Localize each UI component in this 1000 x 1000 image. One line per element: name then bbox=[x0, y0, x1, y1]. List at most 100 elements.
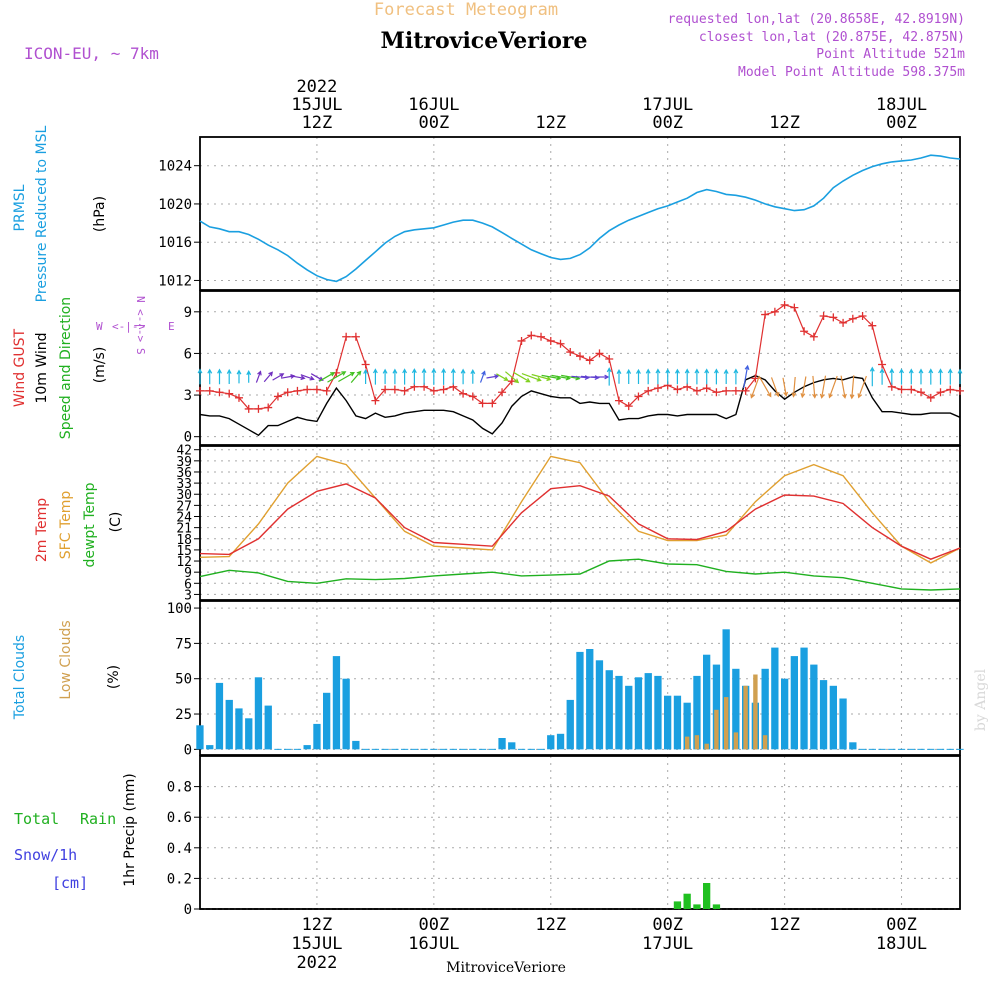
cloud-unit: (%) bbox=[106, 665, 122, 689]
total-cloud-bar bbox=[245, 718, 253, 750]
low-cloud-bar bbox=[743, 685, 748, 750]
rain-bar bbox=[693, 904, 701, 909]
wind-direction-arrow bbox=[828, 375, 838, 399]
y-tick-label: 33 bbox=[176, 477, 192, 492]
wind-direction-arrow bbox=[879, 368, 885, 385]
wind-label-gust: Wind GUST bbox=[12, 328, 28, 407]
gust-marker bbox=[897, 385, 906, 394]
gust-marker bbox=[605, 354, 614, 363]
rain-bar bbox=[703, 883, 711, 909]
sfc-temp-line bbox=[199, 455, 961, 564]
wind-direction-arrow bbox=[236, 369, 242, 384]
wind-direction-arrow bbox=[505, 371, 520, 384]
pressure-label-1: PRMSL bbox=[12, 184, 28, 231]
cloud-labels: Total Clouds Low Clouds (%) bbox=[12, 620, 122, 720]
wind-direction-arrow bbox=[800, 376, 807, 399]
gust-marker bbox=[283, 388, 292, 397]
wind-direction-arrow bbox=[791, 376, 797, 398]
wind-direction-arrow bbox=[635, 368, 641, 384]
wind-panel: 0 3 6 9 bbox=[184, 290, 961, 446]
top-time-label: 12Z bbox=[769, 113, 800, 133]
temp-label-2m: 2m Temp bbox=[34, 498, 50, 562]
gust-marker bbox=[770, 307, 779, 316]
gust-marker bbox=[488, 399, 497, 408]
rain-bar bbox=[712, 904, 721, 909]
pressure-unit: (hPa) bbox=[92, 196, 108, 232]
bottom-time-label: 17JUL bbox=[642, 934, 693, 954]
wind-direction-arrow bbox=[626, 368, 632, 384]
gust-marker bbox=[917, 388, 926, 397]
gust-marker bbox=[673, 385, 682, 394]
bottom-time-label: 15JUL bbox=[291, 934, 342, 954]
total-cloud-bar bbox=[323, 692, 331, 750]
wind-direction-arrow bbox=[759, 376, 772, 398]
model-label: ICON-EU, ~ 7km bbox=[24, 44, 159, 63]
precip-label-total: Total bbox=[14, 810, 59, 828]
gust-marker bbox=[712, 388, 721, 397]
gust-marker bbox=[537, 332, 546, 341]
total-cloud-bar bbox=[215, 682, 224, 750]
gust-marker bbox=[400, 386, 409, 395]
wind-direction-arrow bbox=[957, 368, 963, 385]
wind-direction-arrow bbox=[908, 368, 914, 385]
wind-direction-arrow bbox=[431, 367, 437, 385]
total-cloud-bar bbox=[605, 670, 613, 750]
total-cloud-bar bbox=[819, 680, 828, 750]
gust-marker bbox=[205, 386, 214, 395]
compass-n: N bbox=[134, 296, 147, 303]
bottom-time-label: 00Z bbox=[652, 915, 683, 935]
gust-marker bbox=[839, 318, 848, 327]
y-tick-label: 1016 bbox=[158, 235, 192, 251]
wind-direction-arrow bbox=[450, 368, 456, 385]
wind-direction-arrow bbox=[889, 368, 895, 385]
wind-direction-arrow bbox=[928, 368, 934, 385]
top-time-label: 18JUL bbox=[876, 95, 927, 115]
compass-w: W bbox=[96, 320, 103, 333]
y-tick-label: 0.8 bbox=[167, 780, 192, 796]
wind-direction-arrow bbox=[392, 368, 398, 385]
total-cloud-bar bbox=[625, 685, 633, 750]
gust-marker bbox=[585, 356, 594, 365]
wind-direction-arrow bbox=[947, 368, 953, 385]
wind-direction-arrow bbox=[938, 368, 943, 385]
low-cloud-bar bbox=[762, 735, 768, 750]
y-tick-label: 9 bbox=[184, 305, 192, 321]
y-tick-label: 1012 bbox=[158, 273, 192, 289]
wind-direction-arrow bbox=[713, 368, 719, 385]
y-tick-label: 0.2 bbox=[167, 871, 192, 887]
wind-direction-arrow bbox=[300, 374, 315, 381]
total-cloud-bar bbox=[615, 675, 623, 750]
t2m-line bbox=[199, 483, 961, 560]
total-cloud-bar bbox=[264, 705, 272, 750]
wind-direction-arrow bbox=[674, 368, 680, 385]
compass-h-arrow: <-|-> bbox=[112, 320, 145, 333]
top-time-label: 12Z bbox=[302, 113, 333, 133]
compass-s: S bbox=[134, 348, 147, 355]
wind-direction-arrow bbox=[743, 364, 750, 389]
closest-coords: closest lon,lat (20.875E, 42.875N) bbox=[699, 30, 965, 45]
wind-unit: (m/s) bbox=[92, 347, 108, 384]
total-cloud-bar bbox=[693, 675, 701, 750]
temp-labels: 2m Temp SFC Temp dewpt Temp (C) bbox=[34, 482, 124, 567]
wind-direction-arrow bbox=[363, 368, 369, 384]
total-cloud-bar bbox=[761, 668, 769, 750]
low-cloud-bar bbox=[733, 732, 739, 750]
bottom-time-label: 18JUL bbox=[876, 934, 927, 954]
dewpoint-line bbox=[199, 558, 961, 591]
gust-marker bbox=[429, 386, 438, 395]
y-tick-label: 6 bbox=[184, 577, 192, 592]
gust-marker bbox=[819, 311, 828, 320]
total-cloud-bar bbox=[254, 677, 263, 750]
wind-direction-arrow bbox=[272, 373, 285, 381]
gust-marker bbox=[848, 314, 857, 323]
y-tick-label: 30 bbox=[176, 488, 192, 503]
temp-label-sfc: SFC Temp bbox=[58, 491, 74, 560]
top-time-label: 00Z bbox=[886, 113, 917, 133]
pressure-line bbox=[199, 154, 961, 283]
gust-marker bbox=[215, 388, 224, 397]
wind-direction-arrow bbox=[226, 368, 232, 384]
y-tick-label: 0 bbox=[184, 742, 192, 758]
wind-direction-arrow bbox=[704, 368, 710, 385]
